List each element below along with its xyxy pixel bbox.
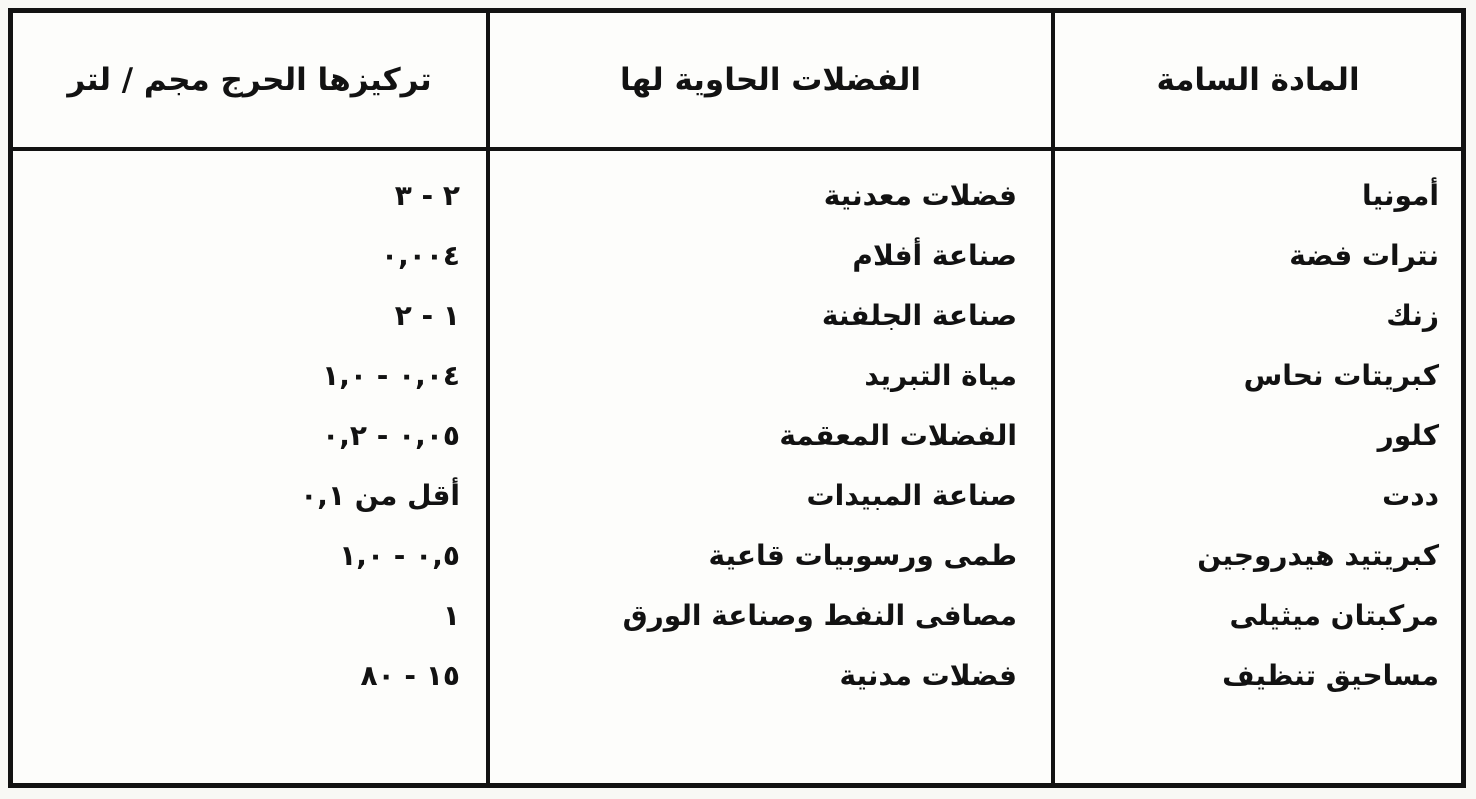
substance-cell: كبريتات نحاس bbox=[1243, 358, 1439, 392]
concentration-cell: ٠,٠٠٤ bbox=[381, 238, 460, 272]
substance-column: أمونيا نترات فضة زنك كبريتات نحاس كلور د… bbox=[1051, 151, 1461, 783]
substance-cell: مركبتان ميثيلى bbox=[1229, 598, 1439, 632]
header-toxic-substance: المادة السامة bbox=[1051, 13, 1461, 151]
concentration-cell: ١٥ - ٨٠ bbox=[360, 658, 461, 692]
concentration-cell: ٠,٥ - ١,٠ bbox=[339, 538, 460, 572]
concentration-cell: أقل من ٠,١ bbox=[300, 478, 460, 512]
wastes-cell: مياة التبريد bbox=[864, 358, 1017, 392]
wastes-cell: صناعة الجلفنة bbox=[821, 298, 1017, 332]
wastes-cell: فضلات معدنية bbox=[823, 178, 1017, 212]
header-critical-concentration: تركيزها الحرج مجم / لتر bbox=[13, 13, 486, 151]
wastes-cell: فضلات مدنية bbox=[839, 658, 1017, 692]
wastes-cell: طمى ورسوبيات قاعية bbox=[708, 538, 1017, 572]
substance-cell: أمونيا bbox=[1362, 178, 1439, 212]
concentration-cell: ٢ - ٣ bbox=[394, 178, 460, 212]
wastes-cell: صناعة أفلام bbox=[852, 238, 1017, 272]
header-containing-wastes: الفضلات الحاوية لها bbox=[486, 13, 1051, 151]
concentration-cell: ١ - ٢ bbox=[394, 298, 460, 332]
concentration-cell: ٠,٠٥ - ٠,٢ bbox=[322, 418, 460, 452]
substance-cell: كبريتيد هيدروجين bbox=[1197, 538, 1439, 572]
substance-cell: زنك bbox=[1386, 298, 1439, 332]
substance-cell: ددت bbox=[1382, 478, 1439, 512]
substance-cell: نترات فضة bbox=[1289, 238, 1439, 272]
substance-cell: مساحيق تنظيف bbox=[1222, 658, 1439, 692]
wastes-column: فضلات معدنية صناعة أفلام صناعة الجلفنة م… bbox=[486, 151, 1051, 783]
wastes-cell: صناعة المبيدات bbox=[806, 478, 1017, 512]
wastes-cell: الفضلات المعقمة bbox=[779, 418, 1017, 452]
substance-cell: كلور bbox=[1377, 418, 1439, 452]
concentration-column: ٢ - ٣ ٠,٠٠٤ ١ - ٢ ٠,٠٤ - ١,٠ ٠,٠٥ - ٠,٢ … bbox=[13, 151, 486, 783]
concentration-cell: ١ bbox=[442, 598, 460, 632]
toxic-substances-table: المادة السامة الفضلات الحاوية لها تركيزه… bbox=[8, 8, 1466, 788]
wastes-cell: مصافى النفط وصناعة الورق bbox=[622, 598, 1017, 632]
concentration-cell: ٠,٠٤ - ١,٠ bbox=[322, 358, 460, 392]
